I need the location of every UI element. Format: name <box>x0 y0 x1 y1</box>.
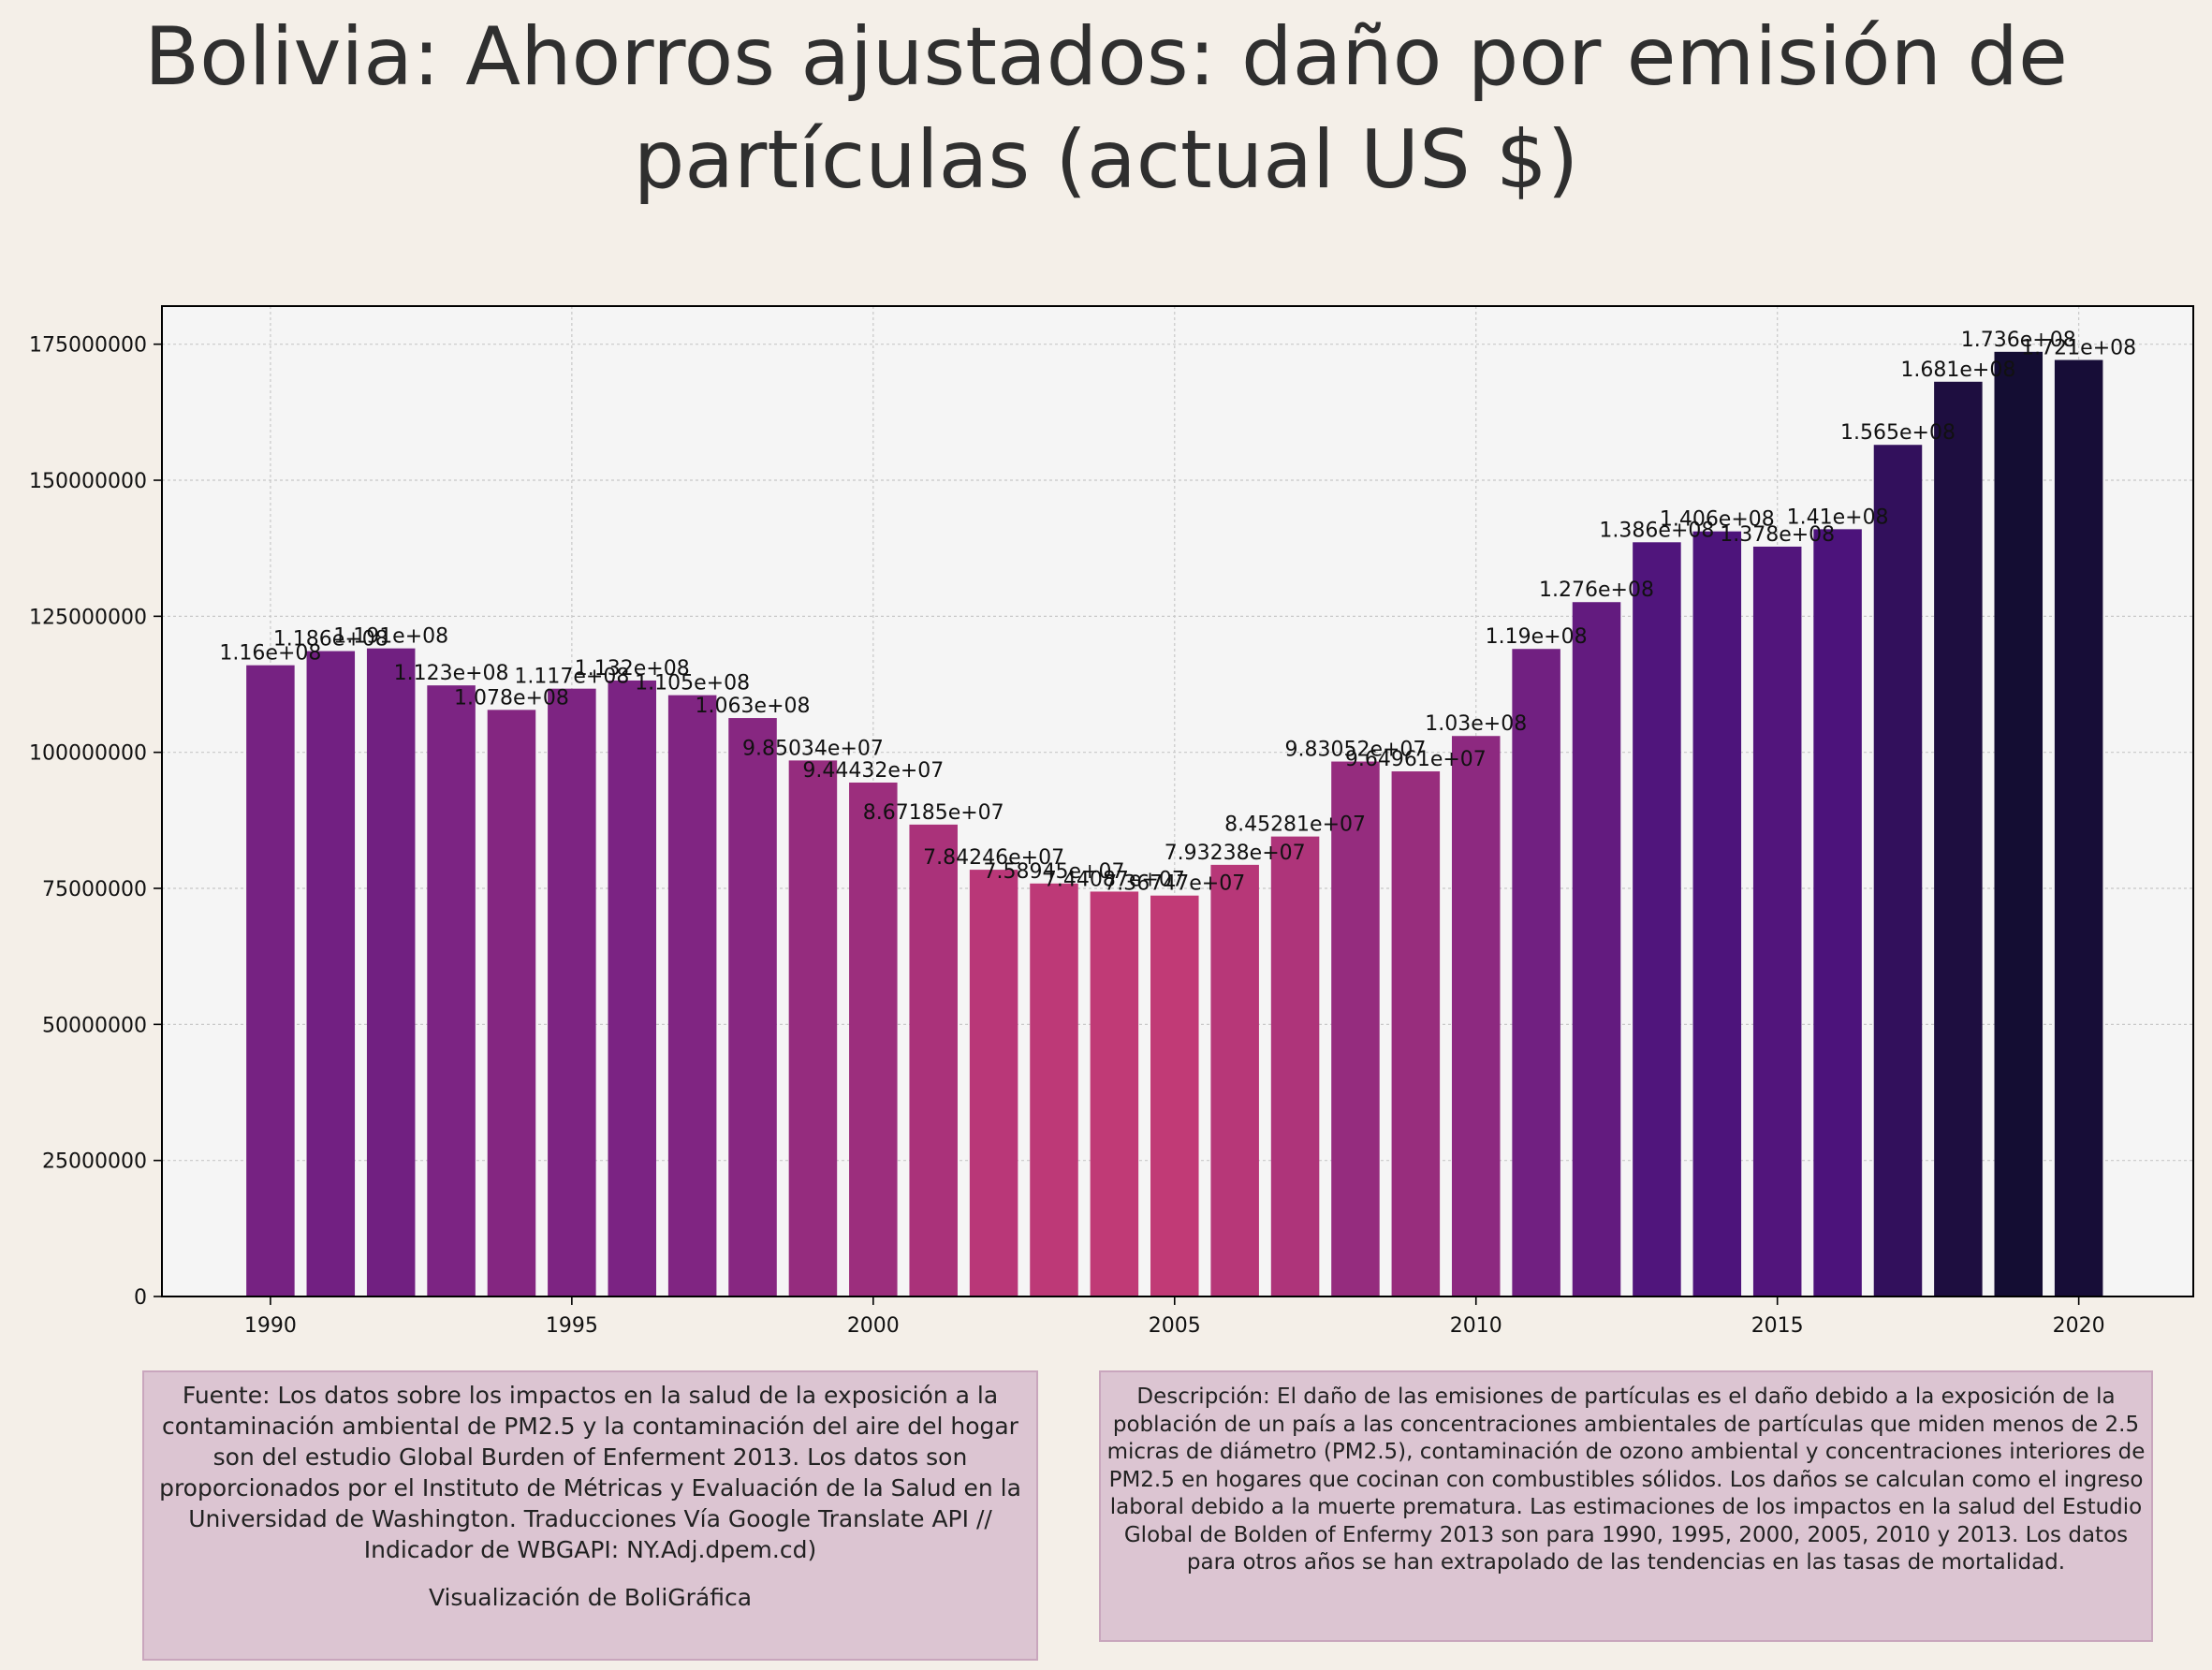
bar-2018 <box>1934 381 1983 1296</box>
bar-2001 <box>909 824 958 1296</box>
bar-1992 <box>366 648 416 1296</box>
bar-2017 <box>1873 445 1923 1296</box>
y-tick-label: 25000000 <box>42 1150 147 1174</box>
data-label-1997: 1.105e+08 <box>635 672 750 696</box>
data-label-2016: 1.41e+08 <box>1787 505 1889 529</box>
bar-1995 <box>548 688 596 1296</box>
data-label-2010: 1.03e+08 <box>1425 712 1527 736</box>
x-tick-label: 2005 <box>1149 1314 1201 1338</box>
data-label-1999: 9.85034e+07 <box>742 737 884 760</box>
data-label-2000: 9.44432e+07 <box>802 759 944 783</box>
data-label-2015: 1.378e+08 <box>1720 523 1835 547</box>
data-label-2006: 7.93238e+07 <box>1165 842 1306 865</box>
bar-2009 <box>1391 771 1441 1296</box>
data-label-2007: 8.45281e+07 <box>1224 813 1366 837</box>
bar-2007 <box>1270 836 1320 1296</box>
bar-2000 <box>849 782 898 1296</box>
y-tick-label: 100000000 <box>29 742 147 766</box>
x-axis: 1990 1995 2000 2005 2010 2015 2020 <box>244 1296 2105 1338</box>
bar-1993 <box>427 685 476 1296</box>
data-label-2003: 7.58945e+07 <box>984 860 1125 884</box>
bar-chart: 1.16e+081.186e+081.191e+08 1.123e+081.078… <box>29 305 2194 1338</box>
y-tick-label: 75000000 <box>42 878 147 901</box>
bar-2015 <box>1752 546 1802 1296</box>
data-label-2001: 8.67185e+07 <box>863 801 1004 825</box>
data-label-2019: 1.736e+08 <box>1961 329 2076 352</box>
bar-2013 <box>1633 542 1681 1296</box>
description-text: Descripción: El daño de las emisiones de… <box>1106 1384 2146 1575</box>
chart-title: Bolivia: Ahorros ajustados: daño por emi… <box>144 10 2068 207</box>
data-label-2020: 1.721e+08 <box>2021 337 2136 360</box>
bar-2011 <box>1512 649 1560 1296</box>
data-label-2011: 1.19e+08 <box>1486 625 1588 649</box>
bar-2004 <box>1090 891 1139 1296</box>
bar-1996 <box>608 680 657 1296</box>
data-label-1993: 1.123e+08 <box>394 662 509 685</box>
description-note: Descripción: El daño de las emisiones de… <box>1099 1370 2153 1642</box>
source-credit: Visualización de BoliGráfica <box>428 1584 753 1611</box>
y-tick-label: 175000000 <box>29 334 147 358</box>
bar-1997 <box>667 695 717 1296</box>
data-label-1996: 1.132e+08 <box>575 657 690 681</box>
bars <box>246 351 2103 1296</box>
x-tick-label: 2020 <box>2053 1314 2105 1338</box>
data-label-2017: 1.565e+08 <box>1840 421 1956 445</box>
data-labels: 1.16e+081.186e+081.191e+08 1.123e+081.078… <box>219 329 2136 896</box>
bar-2006 <box>1210 864 1259 1296</box>
bar-2008 <box>1331 761 1380 1296</box>
bar-2019 <box>1994 351 2044 1296</box>
bar-1990 <box>246 665 295 1296</box>
bar-1994 <box>487 710 536 1296</box>
x-tick-label: 2000 <box>847 1314 900 1338</box>
bar-2002 <box>969 870 1018 1296</box>
data-label-1994: 1.078e+08 <box>454 686 569 710</box>
source-note: Fuente: Los datos sobre los impactos en … <box>142 1370 1038 1661</box>
y-axis: 0 25000000 50000000 75000000 100000000 125000… <box>29 334 162 1310</box>
y-tick-label: 50000000 <box>42 1014 147 1037</box>
data-label-1998: 1.063e+08 <box>696 695 811 718</box>
bar-2014 <box>1692 531 1742 1296</box>
data-label-1995: 1.117e+08 <box>514 666 629 689</box>
bar-1991 <box>306 651 356 1296</box>
bar-2020 <box>2054 359 2103 1296</box>
plot-frame <box>161 305 2194 1297</box>
data-label-1990: 1.16e+08 <box>219 642 321 666</box>
y-tick-label: 0 <box>134 1286 147 1310</box>
bar-1999 <box>788 760 838 1296</box>
bar-2016 <box>1813 529 1862 1296</box>
bar-2012 <box>1572 602 1621 1296</box>
data-label-2002: 7.84246e+07 <box>923 846 1064 870</box>
data-label-2018: 1.681e+08 <box>1900 359 2015 382</box>
data-label-2004: 7.44087e+07 <box>1044 868 1185 891</box>
data-label-2012: 1.276e+08 <box>1539 579 1654 602</box>
bar-2003 <box>1030 883 1078 1296</box>
y-tick-label: 150000000 <box>29 470 147 493</box>
data-label-2009: 9.64961e+07 <box>1345 748 1487 771</box>
y-tick-label: 125000000 <box>29 606 147 629</box>
x-tick-label: 2010 <box>1450 1314 1502 1338</box>
source-text: Fuente: Los datos sobre los impactos en … <box>159 1382 1021 1563</box>
data-label-2008: 9.83052e+07 <box>1284 739 1426 762</box>
data-label-2013: 1.386e+08 <box>1599 519 1714 542</box>
data-label-2005: 7.36747e+07 <box>1104 872 1245 896</box>
x-tick-label: 1990 <box>244 1314 297 1338</box>
data-label-1991: 1.186e+08 <box>273 628 388 652</box>
x-tick-label: 2015 <box>1751 1314 1804 1338</box>
data-label-2014: 1.406e+08 <box>1660 508 1775 532</box>
bar-2005 <box>1150 895 1199 1296</box>
x-tick-label: 1995 <box>546 1314 598 1338</box>
bar-2010 <box>1451 736 1501 1296</box>
bar-1998 <box>728 718 777 1296</box>
data-label-1992: 1.191e+08 <box>333 625 448 649</box>
